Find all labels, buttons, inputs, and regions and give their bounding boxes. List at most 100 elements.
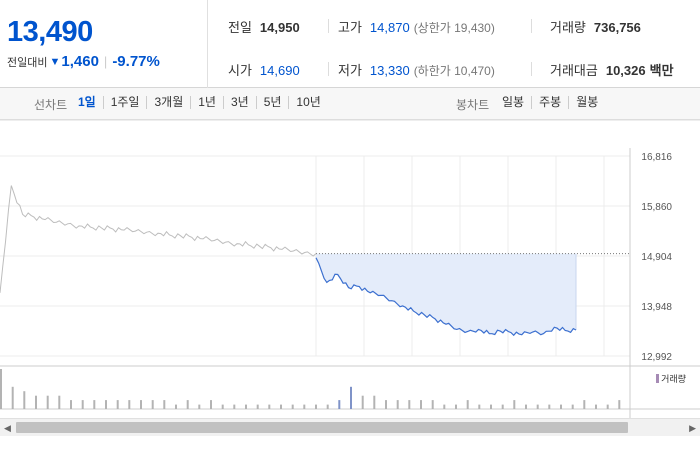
down-arrow-icon: ▼ (49, 55, 61, 68)
volume-bar (35, 395, 37, 409)
divider (328, 19, 329, 33)
high-price: 고가 14,870 (상한가 19,430) (338, 17, 495, 36)
tab-5y[interactable]: 5년 (255, 96, 289, 109)
volume-bar (140, 400, 142, 409)
volume-value: 736,756 (593, 20, 641, 35)
volume-legend: 거래량 (656, 372, 686, 385)
volume-bar (326, 404, 329, 409)
volume-bar (420, 400, 422, 409)
volume-bar (618, 400, 621, 409)
prev-close: 전일 14,950 (228, 17, 300, 36)
volume-bar (175, 404, 177, 409)
volume-bar (373, 395, 376, 409)
volume-bar (396, 400, 399, 409)
volume-bar (151, 400, 154, 409)
volume-bar (606, 404, 609, 409)
below-prev-close-area (316, 253, 576, 336)
low-price: 저가 13,330 (하한가 10,470) (338, 60, 495, 79)
y-tick-label: 15,860 (641, 202, 672, 213)
scroll-right-icon[interactable]: ▶ (689, 423, 696, 433)
volume-bar (385, 400, 387, 409)
divider (531, 19, 532, 33)
volume-bar (163, 400, 166, 409)
tab-1w[interactable]: 1주일 (102, 96, 147, 109)
volume-bar (233, 404, 236, 409)
change-amount: 1,460 (61, 53, 99, 70)
line-period-tabs: 1일 1주일 3개월 1년 3년 5년 10년 (78, 96, 328, 109)
volume-bar (490, 404, 492, 409)
volume-bar (338, 400, 341, 409)
volume-bar (583, 400, 586, 409)
volume-bar (128, 400, 131, 409)
upper-limit: (상한가 19,430) (413, 21, 495, 35)
line-chart-label: 선차트 (34, 98, 68, 112)
volume-bar (116, 400, 119, 409)
volume-bar (478, 404, 481, 409)
horizontal-scrollbar[interactable]: ◀ ▶ (0, 418, 700, 436)
chart-period-bar: 선차트 1일 1주일 3개월 1년 3년 5년 10년 봉차트 일봉 주봉 월봉 (0, 88, 700, 120)
tab-3y[interactable]: 3년 (222, 96, 256, 109)
y-tick-label: 14,904 (641, 252, 672, 263)
quote-panel: 13,490 전일대비 ▼ 1,460 | -9.77% 전일 14,950 고… (0, 0, 700, 88)
tab-1d[interactable]: 1일 (78, 95, 96, 109)
tab-daily-candle[interactable]: 일봉 (502, 95, 525, 109)
volume-bar (93, 400, 96, 409)
volume-bar (280, 404, 282, 409)
high-value: 14,870 (369, 20, 410, 35)
volume-bar (11, 386, 14, 409)
volume-bar (23, 391, 26, 409)
trade-value-label: 거래대금 (550, 63, 598, 78)
trade-value-unit: 백만 (649, 63, 674, 78)
volume-bar (291, 404, 294, 409)
volume-bar (210, 400, 212, 409)
volume-bar (186, 400, 189, 409)
scrollbar-thumb[interactable] (16, 422, 628, 433)
volume-bar (0, 369, 2, 409)
y-tick-label: 16,816 (641, 152, 672, 163)
trade-value: 거래대금 10,326 백만 (550, 60, 674, 79)
trade-value-amount: 10,326 (605, 63, 646, 78)
tab-3m[interactable]: 3개월 (146, 96, 190, 109)
low-label: 저가 (338, 63, 362, 78)
price-chart-svg: 16,816 15,860 14,904 13,948 12,992 (0, 120, 700, 418)
price-change: 전일대비 ▼ 1,460 | -9.77% (7, 53, 160, 70)
y-tick-label: 13,948 (641, 302, 672, 313)
change-rate: -9.77% (112, 53, 160, 70)
volume-bar (256, 404, 259, 409)
volume-bar (221, 404, 224, 409)
open-label: 시가 (228, 63, 252, 78)
volume-bar (501, 404, 504, 409)
volume-bar (443, 404, 446, 409)
candle-period-tabs: 일봉 주봉 월봉 (502, 96, 605, 109)
today-session-line (315, 257, 577, 337)
prev-close-value: 14,950 (259, 20, 300, 35)
tab-1y[interactable]: 1년 (190, 96, 223, 109)
volume-bar (70, 400, 72, 409)
scroll-left-icon[interactable]: ◀ (4, 423, 11, 433)
volume-bar (431, 400, 434, 409)
open-price: 시가 14,690 (228, 60, 300, 79)
divider (328, 62, 329, 76)
volume-bar (58, 395, 61, 409)
volume-bar (245, 404, 247, 409)
volume-bar (350, 386, 352, 409)
volume-bar (303, 404, 306, 409)
low-value: 13,330 (369, 63, 410, 78)
volume-bar (536, 404, 539, 409)
volume-bar (571, 404, 574, 409)
open-value: 14,690 (259, 63, 300, 78)
y-axis-ticks: 16,816 15,860 14,904 13,948 12,992 (641, 152, 672, 363)
volume-bar (315, 404, 317, 409)
tab-weekly-candle[interactable]: 주봉 (531, 96, 568, 109)
volume-bar (455, 404, 457, 409)
volume-bar (513, 400, 516, 409)
tab-monthly-candle[interactable]: 월봉 (568, 96, 605, 109)
intraday-chart: 16,816 15,860 14,904 13,948 12,992 거래량 (0, 120, 700, 450)
change-label: 전일대비 (7, 56, 48, 69)
y-tick-label: 12,992 (641, 352, 672, 363)
volume-bar (361, 395, 364, 409)
volume-legend-label: 거래량 (661, 374, 686, 384)
volume-label: 거래량 (550, 20, 586, 35)
tab-10y[interactable]: 10년 (288, 96, 327, 109)
volume-bar (198, 404, 201, 409)
